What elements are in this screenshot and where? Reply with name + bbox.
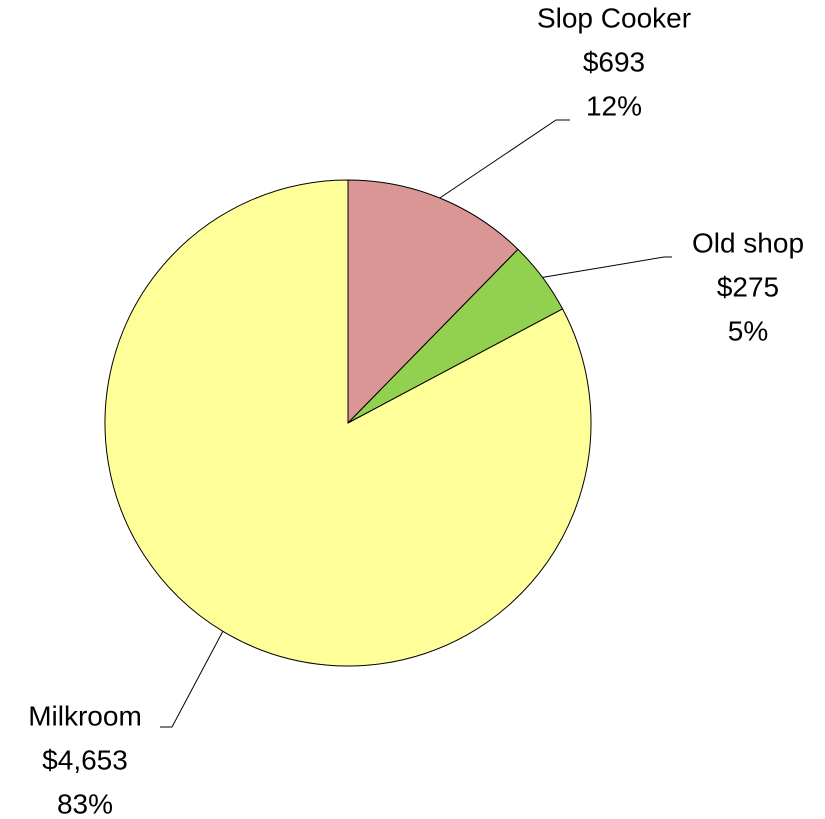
pie-slice — [347, 179, 519, 425]
value-label: $693 — [583, 46, 645, 77]
slice-label: Slop Cooker — [537, 2, 691, 33]
value-label: $4,653 — [42, 744, 128, 775]
percent-label: 5% — [728, 315, 768, 346]
percent-label: 12% — [586, 90, 642, 121]
leader-line — [160, 631, 224, 728]
leader-line — [439, 119, 570, 199]
leader-line — [542, 256, 672, 278]
slice-label: Milkroom — [28, 700, 142, 731]
slice-label: Old shop — [692, 227, 804, 258]
percent-label: 83% — [57, 788, 113, 819]
value-label: $275 — [717, 271, 779, 302]
